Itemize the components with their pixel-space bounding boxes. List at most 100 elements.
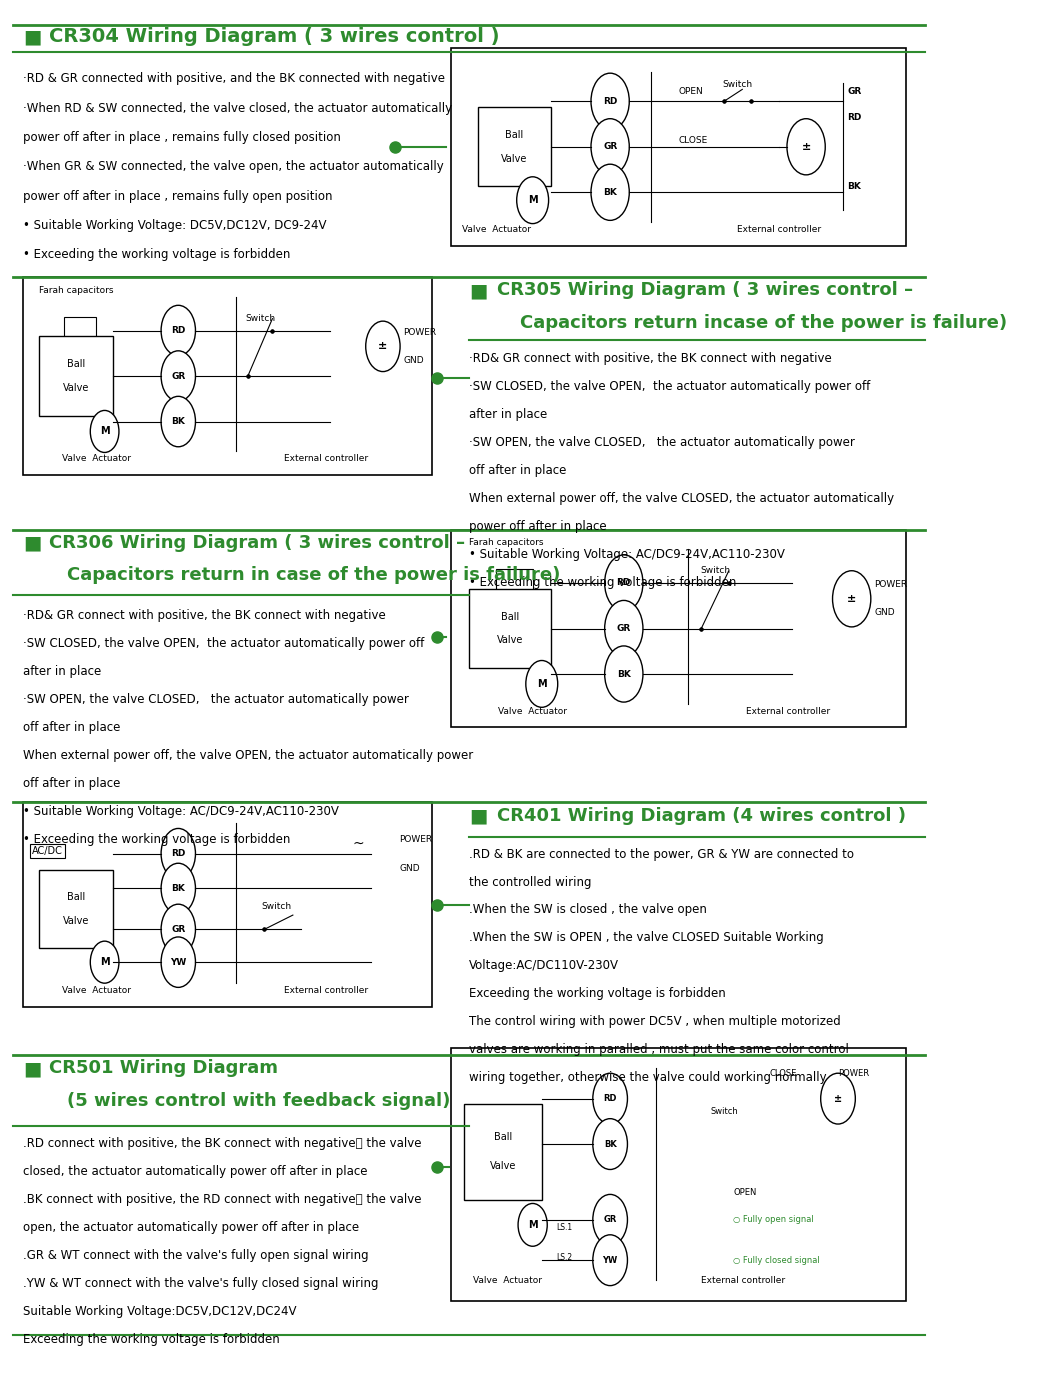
Text: External controller: External controller: [746, 707, 830, 715]
Text: ·RD& GR connect with positive, the BK connect with negative: ·RD& GR connect with positive, the BK co…: [22, 608, 386, 622]
FancyBboxPatch shape: [450, 530, 906, 728]
Text: GND: GND: [404, 356, 424, 365]
Text: Valve  Actuator: Valve Actuator: [474, 1276, 543, 1285]
Text: External controller: External controller: [702, 1276, 785, 1285]
Text: .GR & WT connect with the valve's fully open signal wiring: .GR & WT connect with the valve's fully …: [22, 1248, 369, 1262]
Text: When external power off, the valve OPEN, the actuator automatically power: When external power off, the valve OPEN,…: [22, 748, 473, 762]
Circle shape: [516, 177, 549, 224]
Text: GR: GR: [171, 925, 185, 934]
Text: BK: BK: [604, 1140, 617, 1149]
Text: after in place: after in place: [470, 408, 547, 422]
Text: Valve: Valve: [497, 636, 523, 645]
FancyBboxPatch shape: [496, 570, 533, 593]
Text: Valve: Valve: [501, 154, 528, 163]
Text: RD: RD: [171, 849, 185, 858]
Text: LS.2: LS.2: [556, 1254, 572, 1262]
Text: valves are working in paralled , must put the same color control: valves are working in paralled , must pu…: [470, 1043, 849, 1056]
Circle shape: [591, 165, 630, 221]
Text: • Exceeding the working voltage is forbidden: • Exceeding the working voltage is forbi…: [470, 575, 737, 589]
Text: .YW & WT connect with the valve's fully closed signal wiring: .YW & WT connect with the valve's fully …: [22, 1277, 378, 1289]
Text: power off after in place , remains fully closed position: power off after in place , remains fully…: [22, 130, 340, 144]
Circle shape: [593, 1195, 628, 1245]
Text: ±: ±: [378, 342, 388, 351]
Text: ○ Fully closed signal: ○ Fully closed signal: [734, 1256, 820, 1265]
Text: • Exceeding the working voltage is forbidden: • Exceeding the working voltage is forbi…: [22, 832, 290, 846]
Text: Ball: Ball: [67, 360, 85, 369]
Text: .RD connect with positive, the BK connect with negative， the valve: .RD connect with positive, the BK connec…: [22, 1137, 421, 1149]
Text: ·SW OPEN, the valve CLOSED,   the actuator automatically power: ·SW OPEN, the valve CLOSED, the actuator…: [22, 692, 409, 706]
Text: ○ Fully open signal: ○ Fully open signal: [734, 1215, 814, 1225]
Text: YW: YW: [171, 957, 187, 967]
Text: RD: RD: [603, 96, 617, 106]
Text: RD: RD: [171, 325, 185, 335]
Text: Ball: Ball: [500, 611, 519, 622]
Text: YW: YW: [602, 1256, 618, 1265]
Circle shape: [366, 321, 400, 372]
Text: ■: ■: [22, 1059, 41, 1078]
Text: OPEN: OPEN: [678, 86, 703, 96]
FancyBboxPatch shape: [39, 870, 112, 947]
Text: Exceeding the working voltage is forbidden: Exceeding the working voltage is forbidd…: [22, 1333, 280, 1346]
Text: AC/DC: AC/DC: [32, 846, 63, 855]
FancyBboxPatch shape: [22, 802, 432, 1008]
Text: (5 wires control with feedback signal): (5 wires control with feedback signal): [68, 1092, 450, 1109]
Text: Capacitors return in case of the power is failure): Capacitors return in case of the power i…: [68, 567, 561, 585]
Text: .When the SW is closed , the valve open: .When the SW is closed , the valve open: [470, 903, 707, 917]
Text: GND: GND: [400, 864, 420, 872]
Text: Valve: Valve: [63, 383, 89, 393]
Circle shape: [604, 645, 643, 702]
Text: closed, the actuator automatically power off after in place: closed, the actuator automatically power…: [22, 1164, 367, 1178]
FancyBboxPatch shape: [450, 48, 906, 246]
Text: ·SW CLOSED, the valve OPEN,  the actuator automatically power off: ·SW CLOSED, the valve OPEN, the actuator…: [22, 637, 424, 649]
Text: CR304 Wiring Diagram ( 3 wires control ): CR304 Wiring Diagram ( 3 wires control ): [49, 27, 499, 47]
Circle shape: [526, 660, 558, 707]
Text: • Suitable Working Voltage: DC5V,DC12V, DC9-24V: • Suitable Working Voltage: DC5V,DC12V, …: [22, 220, 326, 232]
Text: open, the actuator automatically power off after in place: open, the actuator automatically power o…: [22, 1221, 359, 1234]
FancyBboxPatch shape: [64, 317, 96, 341]
Text: .When the SW is OPEN , the valve CLOSED Suitable Working: .When the SW is OPEN , the valve CLOSED …: [470, 931, 824, 945]
Circle shape: [518, 1204, 547, 1247]
Text: ·SW CLOSED, the valve OPEN,  the actuator automatically power off: ·SW CLOSED, the valve OPEN, the actuator…: [470, 380, 870, 393]
FancyBboxPatch shape: [450, 1048, 906, 1300]
Text: External controller: External controller: [283, 986, 368, 995]
Circle shape: [591, 118, 630, 174]
Circle shape: [161, 828, 195, 879]
Circle shape: [161, 351, 195, 401]
Circle shape: [161, 864, 195, 913]
Text: Valve  Actuator: Valve Actuator: [61, 454, 131, 463]
Text: ·SW OPEN, the valve CLOSED,   the actuator automatically power: ·SW OPEN, the valve CLOSED, the actuator…: [470, 437, 855, 449]
Text: GR: GR: [171, 372, 185, 380]
Text: Valve  Actuator: Valve Actuator: [462, 225, 531, 233]
Circle shape: [820, 1074, 855, 1124]
Text: • Suitable Working Voltage: AC/DC9-24V,AC110-230V: • Suitable Working Voltage: AC/DC9-24V,A…: [470, 548, 785, 562]
Text: Farah capacitors: Farah capacitors: [469, 538, 544, 548]
Text: ·RD& GR connect with positive, the BK connect with negative: ·RD& GR connect with positive, the BK co…: [470, 351, 832, 365]
Text: Switch: Switch: [700, 566, 730, 575]
Text: off after in place: off after in place: [470, 464, 567, 476]
Text: BK: BK: [172, 417, 185, 426]
Circle shape: [593, 1119, 628, 1170]
Text: POWER: POWER: [838, 1070, 869, 1078]
Text: ■: ■: [470, 281, 488, 301]
Text: power off after in place: power off after in place: [470, 520, 606, 533]
Text: GND: GND: [874, 608, 895, 618]
Text: • Exceeding the working voltage is forbidden: • Exceeding the working voltage is forbi…: [22, 249, 290, 261]
Circle shape: [90, 941, 119, 983]
Text: ■: ■: [22, 534, 41, 553]
Text: ±: ±: [834, 1094, 842, 1104]
Circle shape: [161, 305, 195, 356]
Circle shape: [90, 411, 119, 453]
Text: ·When GR & SW connected, the valve open, the actuator automatically: ·When GR & SW connected, the valve open,…: [22, 161, 443, 173]
Text: Valve  Actuator: Valve Actuator: [498, 707, 567, 715]
Text: GR: GR: [617, 623, 631, 633]
FancyBboxPatch shape: [39, 336, 112, 416]
Text: Farah capacitors: Farah capacitors: [39, 286, 113, 295]
FancyBboxPatch shape: [469, 589, 551, 669]
Text: Valve: Valve: [490, 1162, 516, 1171]
Text: POWER: POWER: [404, 328, 437, 336]
Text: ·RD & GR connected with positive, and the BK connected with negative: ·RD & GR connected with positive, and th…: [22, 73, 445, 85]
Text: Ball: Ball: [506, 130, 524, 140]
Text: BK: BK: [603, 188, 617, 196]
Text: Capacitors return incase of the power is failure): Capacitors return incase of the power is…: [520, 314, 1007, 332]
Text: Switch: Switch: [710, 1107, 738, 1116]
